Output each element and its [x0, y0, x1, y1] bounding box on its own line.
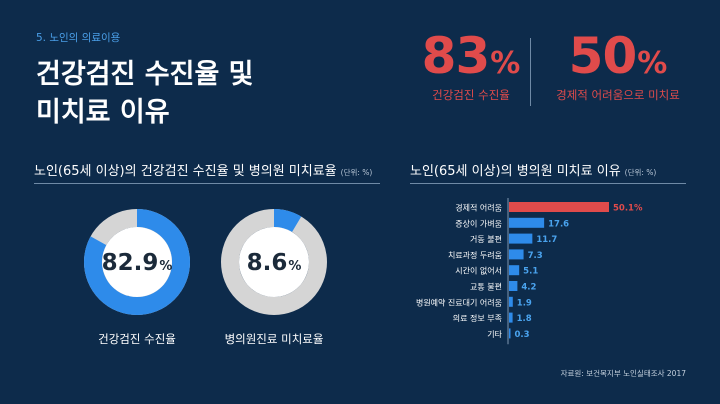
- bar: [509, 233, 533, 244]
- donut-1: 82.9%건강검진 수진율: [84, 209, 190, 346]
- donut-center: [239, 227, 309, 297]
- bar: [509, 312, 513, 323]
- bar-value-label: 5.1: [523, 267, 538, 277]
- page-title-line2: 미치료 이유: [36, 97, 170, 129]
- bar-panel-title: 노인(65세 이상)의 병의원 미치료 이유 (단위: %): [410, 164, 657, 179]
- bar-value-label: 11.7: [536, 235, 557, 245]
- bar-category-label: 기타: [487, 330, 502, 339]
- bar-value-label: 7.3: [528, 251, 543, 261]
- page-title-line1: 건강검진 수진율 및: [36, 59, 254, 90]
- section-tag: 5. 노인의 의료이용: [36, 32, 121, 44]
- bar-value-label: 4.2: [521, 283, 536, 293]
- bar-value-label: 1.9: [517, 298, 532, 308]
- stat-economic-reason: 50% 경제적 어려움으로 미치료: [538, 30, 698, 103]
- donut-center: [102, 227, 172, 297]
- bar-value-label: 17.6: [548, 219, 569, 229]
- donut-panel-rule: [34, 183, 380, 184]
- donut-category-label: 병의원진료 미치료율: [225, 332, 324, 346]
- bar-category-label: 거동 불편: [470, 234, 502, 244]
- stat-economic-number: 50%: [568, 27, 668, 85]
- donut-category-label: 건강검진 수진율: [98, 332, 176, 346]
- donut-panel-title: 노인(65세 이상)의 건강검진 수진율 및 병의원 미치료율 (단위: %): [34, 164, 373, 179]
- bar-category-label: 시간이 없어서: [455, 266, 502, 276]
- bar-value-label: 50.1%: [613, 204, 643, 214]
- stat-checkup-rate: 83% 건강검진 수진율: [412, 30, 530, 103]
- bar: [509, 281, 518, 291]
- bar: [509, 202, 609, 212]
- bar-category-label: 병원예약 진료대기 어려움: [416, 297, 502, 307]
- bar-category-label: 교통 불편: [470, 282, 502, 292]
- bar-category-label: 증상이 가벼움: [455, 218, 502, 228]
- bar: [509, 265, 520, 276]
- stat-checkup-number: 83%: [421, 27, 521, 85]
- bar: [509, 296, 513, 307]
- stat-checkup-label: 건강검진 수진율: [432, 87, 510, 102]
- donut-slice: [84, 209, 190, 315]
- source-note: 자료원: 보건복지부 노인실태조사 2017: [560, 369, 686, 378]
- stat-economic-label: 경제적 어려움으로 미치료: [556, 87, 680, 102]
- bar-value-label: 0.3: [515, 330, 530, 340]
- bar-category-label: 의료 정보 부족: [453, 313, 502, 323]
- bar-value-label: 1.8: [517, 314, 532, 324]
- bar-panel-rule: [410, 183, 686, 184]
- donut-charts: 82.9%건강검진 수진율 8.6%병의원진료 미치료율: [84, 209, 327, 346]
- donut-2: 8.6%병의원진료 미치료율: [221, 209, 327, 346]
- bar-category-label: 경제적 어려움: [455, 203, 502, 213]
- bar-chart: 경제적 어려움 50.1% 증상이 가벼움 17.6 거동 불편 11.7 치료과정 두려움…: [416, 198, 643, 345]
- page-title: 건강검진 수진율 및 미치료 이유: [36, 56, 336, 133]
- bar-category-label: 치료과정 두려움: [448, 250, 502, 260]
- bar: [509, 217, 545, 228]
- bar: [509, 328, 511, 339]
- stat-divider: [530, 38, 531, 106]
- donut-slice: [221, 209, 327, 315]
- bar: [509, 249, 524, 260]
